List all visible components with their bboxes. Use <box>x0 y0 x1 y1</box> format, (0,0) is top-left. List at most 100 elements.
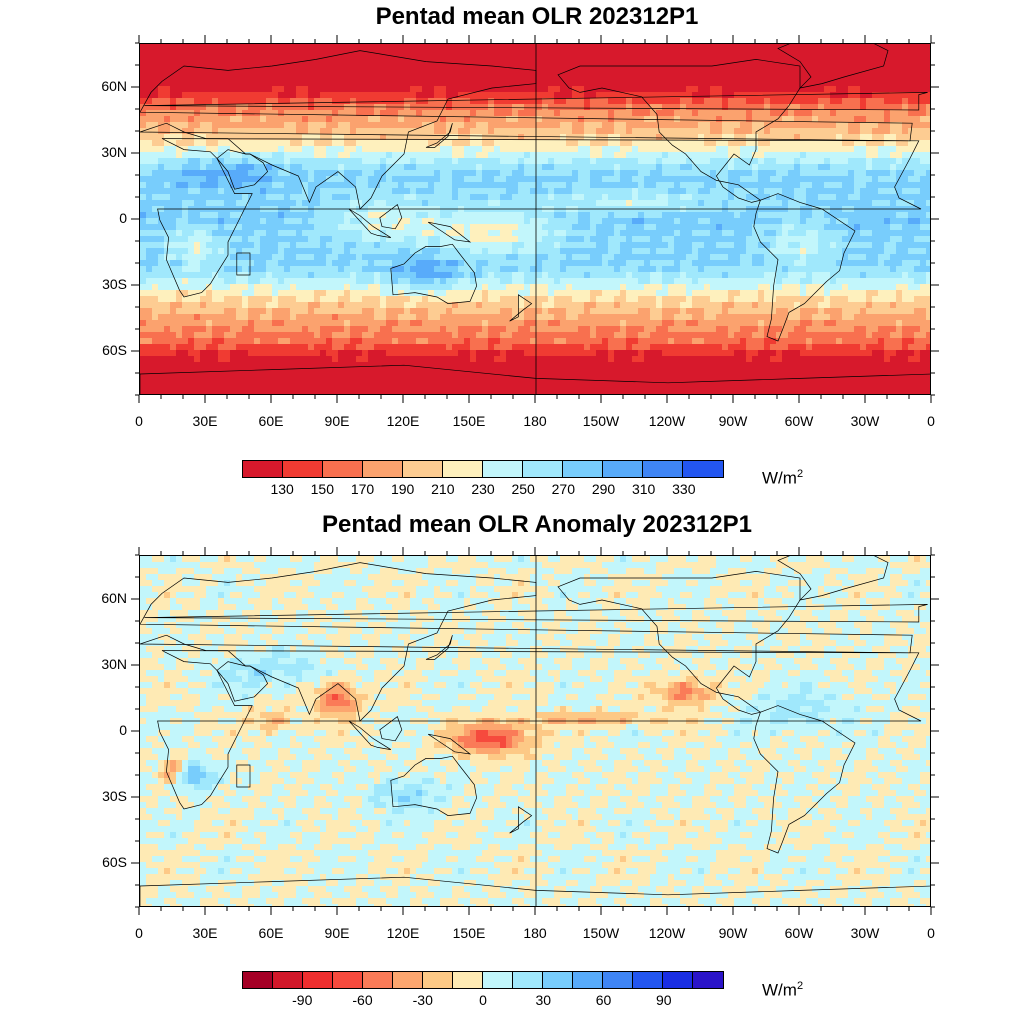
lon-tick-label: 30W <box>850 413 880 429</box>
units-label: W/m2 <box>762 468 804 488</box>
lat-tick-label: 60N <box>101 78 127 94</box>
lon-tick-label: 120E <box>386 925 420 941</box>
colorbar-label: 330 <box>672 481 696 497</box>
coastline <box>777 44 889 89</box>
coastline <box>428 733 472 755</box>
coastline <box>425 123 453 148</box>
colorbar-box <box>483 461 523 477</box>
colorbar-label: 290 <box>591 481 616 497</box>
coastline <box>157 138 922 298</box>
coastline <box>144 92 928 111</box>
lon-tick-label: 0 <box>927 925 935 941</box>
coastline <box>236 252 251 276</box>
colorbar-box <box>443 461 483 477</box>
colorbar-box <box>243 972 273 988</box>
lon-tick-label: 30E <box>192 413 218 429</box>
lat-tick-label: 60S <box>102 342 127 358</box>
colorbar-box <box>603 461 643 477</box>
coastline <box>379 716 403 742</box>
coastline <box>390 243 477 304</box>
lat-tick-label: 30N <box>101 144 127 160</box>
coastline <box>216 661 269 702</box>
coastline <box>509 294 533 322</box>
coastline <box>348 208 391 238</box>
colorbar-box <box>573 972 603 988</box>
panel-title: Pentad mean OLR 202312P1 <box>375 3 699 30</box>
colorbar-label: -30 <box>412 992 433 1008</box>
coastline <box>140 364 930 394</box>
lon-tick-label: 120W <box>648 925 686 941</box>
lat-tick-label: 30N <box>101 656 127 672</box>
lon-tick-label: 30E <box>192 925 218 941</box>
colorbar-box <box>403 461 443 477</box>
coastlines <box>140 44 930 394</box>
coastline <box>509 806 533 834</box>
colorbar-box <box>303 972 333 988</box>
colorbar-label: 230 <box>471 481 495 497</box>
colorbar-label: 150 <box>310 481 334 497</box>
lon-tick-label: 0 <box>135 413 143 429</box>
lon-tick-label: 150E <box>452 413 486 429</box>
colorbar-label: 310 <box>631 481 656 497</box>
colorbar-box <box>453 972 483 988</box>
colorbar-box <box>273 972 303 988</box>
colorbar-box <box>543 972 573 988</box>
lat-tick-label: 60N <box>101 590 127 606</box>
lat-tick-label: 0 <box>119 210 127 226</box>
field-cells <box>140 556 930 906</box>
lon-tick-label: 60W <box>784 413 814 429</box>
colorbar-box <box>483 972 513 988</box>
coastline <box>140 876 930 906</box>
lon-tick-label: 120W <box>648 413 686 429</box>
coastline <box>140 562 913 722</box>
colorbar-label: 250 <box>511 481 535 497</box>
lon-tick-label: 120E <box>386 413 420 429</box>
colorbar-box <box>243 461 283 477</box>
coastlines <box>140 556 930 906</box>
olr-mean-map <box>139 43 931 395</box>
colorbar-box <box>363 972 393 988</box>
olr-anomaly-map <box>139 555 931 907</box>
colorbar-box <box>523 461 563 477</box>
colorbar-box <box>513 972 543 988</box>
coastline <box>557 571 801 715</box>
colorbar-box <box>363 461 403 477</box>
colorbar-label: 190 <box>390 481 415 497</box>
colorbar <box>242 971 724 989</box>
colorbar-label: 0 <box>479 992 487 1008</box>
coastline <box>753 193 856 342</box>
lon-tick-label: 90W <box>718 925 748 941</box>
colorbar-label: 30 <box>535 992 552 1008</box>
coastline <box>777 556 889 601</box>
colorbar-box <box>563 461 603 477</box>
colorbar-box <box>283 461 323 477</box>
colorbar-label: -60 <box>352 992 373 1008</box>
colorbar <box>242 460 724 478</box>
colorbar-label: -90 <box>292 992 313 1008</box>
colorbar-box <box>603 972 633 988</box>
coastline <box>390 755 477 816</box>
coastline <box>428 221 472 243</box>
coastline <box>216 149 269 190</box>
lat-tick-label: 0 <box>119 722 127 738</box>
colorbar-box <box>393 972 423 988</box>
olr-mean-panel: Pentad mean OLR 202312P1 60N 30N 0 30S 60S 0… <box>101 3 935 497</box>
lat-tick-label: 60S <box>102 854 127 870</box>
colorbar-label: 170 <box>350 481 375 497</box>
lon-tick-label: 150W <box>582 413 620 429</box>
colorbar-label: 210 <box>431 481 455 497</box>
olr-field <box>140 44 930 394</box>
lon-tick-label: 0 <box>135 925 143 941</box>
lon-tick-label: 60E <box>258 925 284 941</box>
colorbar-label: 90 <box>655 992 672 1008</box>
lon-tick-label: 60E <box>258 413 284 429</box>
lon-tick-label: 0 <box>927 413 935 429</box>
lat-tick-label: 30S <box>102 276 127 292</box>
colorbar-box <box>663 972 693 988</box>
lon-tick-label: 180 <box>523 925 547 941</box>
coastline <box>379 204 403 230</box>
colorbar-label: 60 <box>595 992 612 1008</box>
colorbar-box <box>683 461 723 477</box>
coastline <box>348 720 391 750</box>
